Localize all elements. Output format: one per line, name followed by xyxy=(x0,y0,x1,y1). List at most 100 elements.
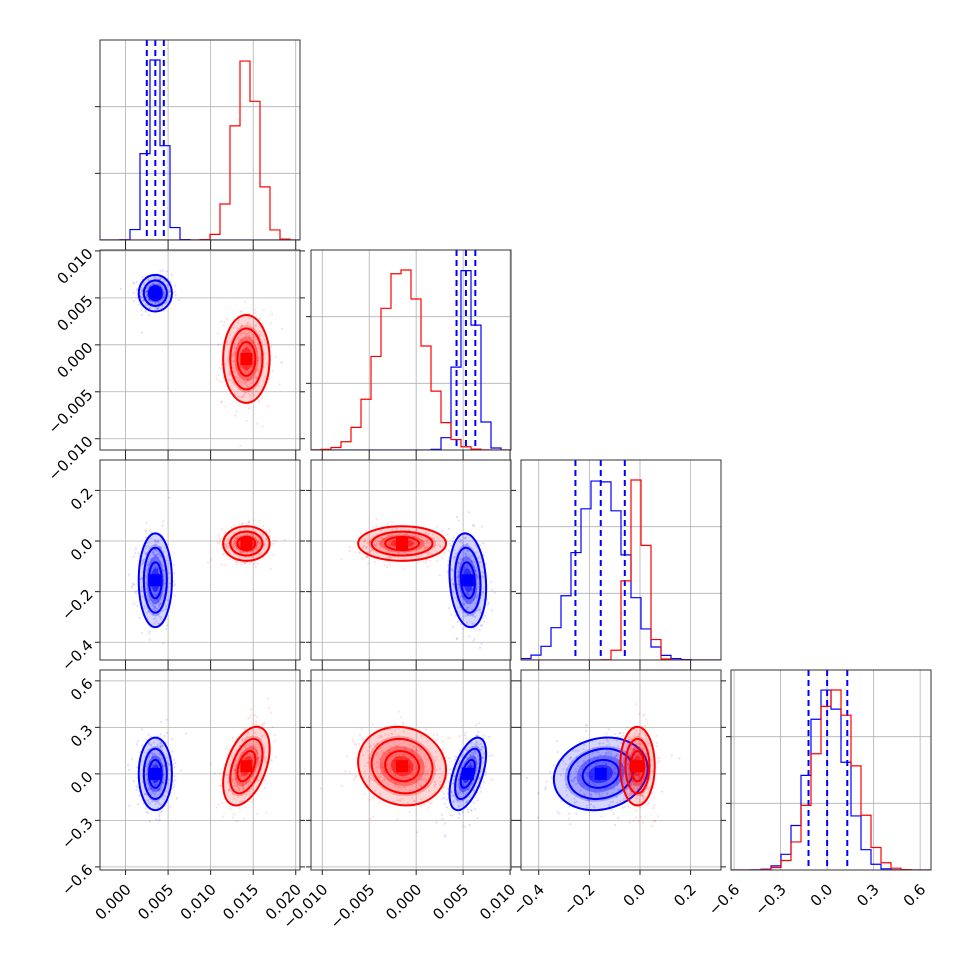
scatter-point xyxy=(640,782,644,785)
scatter-point xyxy=(484,771,488,774)
scatter-point xyxy=(165,559,168,562)
scatter-point xyxy=(235,563,238,566)
scatter-point xyxy=(240,310,243,313)
scatter-point xyxy=(376,742,380,745)
scatter-point xyxy=(575,813,578,816)
scatter-point xyxy=(397,727,401,730)
scatter-point xyxy=(158,277,161,281)
scatter-point xyxy=(471,751,474,754)
scatter-point xyxy=(458,586,461,589)
scatter-point xyxy=(634,809,638,812)
scatter-point xyxy=(582,747,585,751)
scatter-point xyxy=(241,551,244,554)
scatter-point xyxy=(256,359,260,362)
scatter-point xyxy=(466,593,470,597)
scatter-point xyxy=(463,615,466,618)
scatter-point xyxy=(470,559,474,563)
scatter-point xyxy=(452,778,455,781)
scatter-point xyxy=(433,540,437,543)
scatter-point xyxy=(263,546,266,549)
scatter-point xyxy=(396,784,399,787)
scatter-point xyxy=(217,373,220,377)
scatter-point xyxy=(154,539,158,542)
scatter-point xyxy=(606,739,610,743)
scatter-point xyxy=(150,537,153,540)
scatter-point xyxy=(161,609,165,613)
scatter-point xyxy=(252,798,255,801)
scatter-point xyxy=(471,752,475,755)
scatter-point xyxy=(633,754,636,757)
scatter-point xyxy=(253,562,256,566)
scatter-point xyxy=(447,549,450,552)
scatter-point xyxy=(147,279,150,282)
scatter-point xyxy=(252,747,255,751)
scatter-point xyxy=(426,785,430,788)
scatter-point xyxy=(462,603,466,606)
scatter-point xyxy=(245,793,248,796)
scatter-point xyxy=(460,594,463,597)
scatter-point xyxy=(368,541,371,544)
scatter-point xyxy=(649,750,652,754)
scatter-point xyxy=(434,549,437,552)
scatter-point xyxy=(615,796,618,799)
scatter-point xyxy=(454,758,457,761)
scatter-point xyxy=(245,332,248,336)
scatter-point xyxy=(240,396,243,399)
scatter-point xyxy=(241,788,244,791)
scatter-point xyxy=(132,780,135,783)
scatter-point xyxy=(640,785,643,788)
scatter-point xyxy=(647,788,651,791)
scatter-point xyxy=(239,332,243,335)
scatter-point xyxy=(368,798,371,801)
scatter-point xyxy=(270,345,273,349)
scatter-point xyxy=(451,799,455,802)
scatter-point xyxy=(473,597,476,600)
scatter-point xyxy=(224,747,227,750)
scatter-point xyxy=(255,812,258,816)
scatter-point xyxy=(634,740,637,743)
scatter-point xyxy=(141,560,145,563)
scatter-point xyxy=(153,622,156,625)
scatter-point xyxy=(162,797,165,801)
scatter-point xyxy=(368,757,371,760)
scatter-point xyxy=(152,756,155,759)
scatter-point xyxy=(434,758,437,762)
scatter-point xyxy=(133,299,136,303)
scatter-point xyxy=(473,560,476,564)
scatter-point xyxy=(558,812,561,815)
scatter-point xyxy=(472,615,475,618)
scatter-point xyxy=(250,337,253,340)
scatter-point xyxy=(222,376,225,379)
scatter-point xyxy=(402,752,405,755)
scatter-point xyxy=(458,792,461,795)
scatter-point xyxy=(638,775,641,779)
scatter-point xyxy=(389,533,392,537)
scatter-point xyxy=(220,546,224,550)
scatter-point xyxy=(479,557,482,560)
ytick-label-3-1: −0.3 xyxy=(58,814,96,852)
scatter-point xyxy=(154,783,157,787)
scatter-point xyxy=(144,547,147,550)
scatter-point xyxy=(252,339,255,343)
scatter-point xyxy=(644,724,647,727)
scatter-point xyxy=(544,785,547,789)
scatter-point xyxy=(643,776,646,779)
scatter-point xyxy=(265,341,268,344)
scatter-point xyxy=(386,523,389,526)
scatter-point xyxy=(244,533,247,536)
scatter-point xyxy=(154,762,158,766)
scatter-point xyxy=(158,562,162,565)
scatter-point xyxy=(232,544,235,547)
scatter-point xyxy=(226,356,229,359)
scatter-point xyxy=(403,786,407,789)
scatter-point xyxy=(128,804,131,807)
scatter-point xyxy=(241,785,244,788)
scatter-point xyxy=(396,527,399,530)
scatter-point xyxy=(386,565,389,569)
scatter-point xyxy=(393,782,396,785)
scatter-point xyxy=(443,785,447,789)
scatter-point xyxy=(160,299,163,302)
scatter-point xyxy=(477,555,480,558)
scatter-point xyxy=(388,557,391,560)
scatter-point xyxy=(458,813,461,816)
